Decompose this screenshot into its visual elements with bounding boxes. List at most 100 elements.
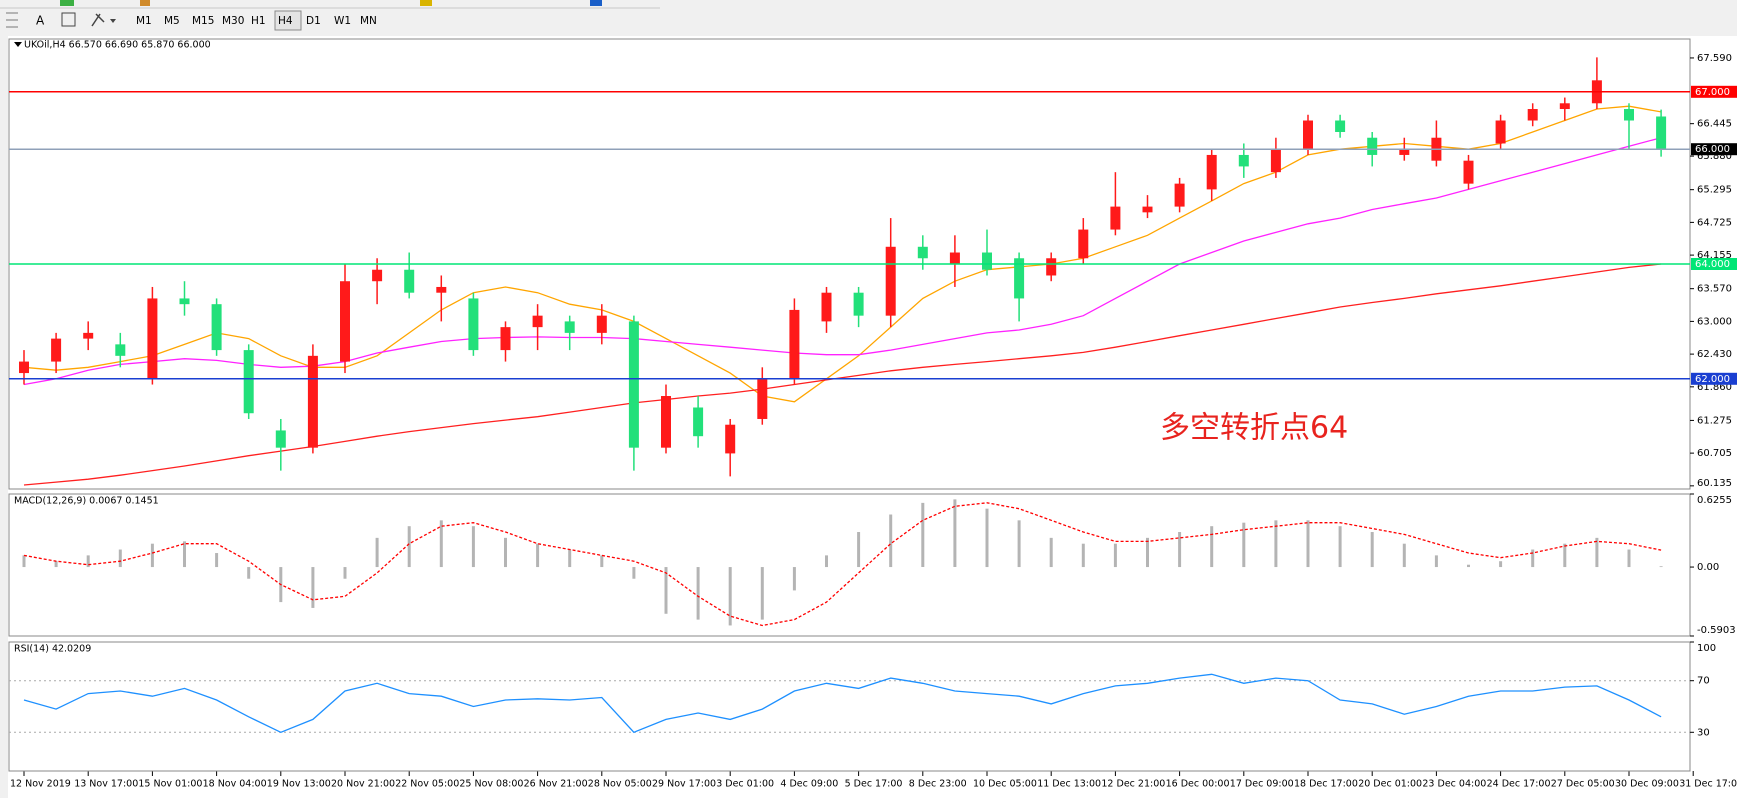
timeframe-button[interactable]: MN bbox=[360, 15, 377, 27]
candle-body bbox=[436, 286, 447, 293]
x-tick-label: 20 Nov 21:00 bbox=[331, 779, 395, 790]
candle-body bbox=[1046, 258, 1057, 276]
candle-body bbox=[1303, 120, 1313, 150]
y-tick-label: 30 bbox=[1697, 727, 1710, 738]
candle-body bbox=[564, 321, 575, 333]
candle-body bbox=[179, 298, 190, 305]
price-label: 67.000 bbox=[1695, 87, 1730, 98]
candle-body bbox=[243, 350, 254, 414]
x-tick-label: 29 Nov 17:00 bbox=[652, 779, 716, 790]
candle-body bbox=[1463, 160, 1474, 184]
candle-body bbox=[211, 304, 222, 351]
dropdown[interactable] bbox=[110, 19, 116, 23]
y-tick-label: 64.725 bbox=[1697, 217, 1732, 228]
candle-body bbox=[1335, 120, 1346, 132]
candle-body bbox=[725, 424, 736, 454]
candle-body bbox=[1174, 183, 1185, 207]
panel-frame bbox=[8, 493, 1691, 637]
candle-body bbox=[1110, 206, 1121, 230]
price-label: 64.000 bbox=[1695, 259, 1730, 270]
candle-body bbox=[853, 292, 864, 316]
candle-body bbox=[468, 298, 479, 351]
candle-body bbox=[1238, 154, 1249, 167]
panel-title: RSI(14) 42.0209 bbox=[14, 644, 91, 655]
candle-body bbox=[596, 315, 607, 333]
label-tool[interactable] bbox=[61, 12, 76, 27]
x-tick-label: 12 Nov 2019 bbox=[10, 779, 71, 790]
x-tick-label: 28 Nov 05:00 bbox=[588, 779, 652, 790]
x-tick-label: 25 Nov 08:00 bbox=[459, 779, 523, 790]
candle-body bbox=[275, 430, 286, 448]
moving-average bbox=[23, 105, 1662, 403]
y-tick-label: -0.5903 bbox=[1697, 625, 1736, 636]
timeframe-button[interactable]: H1 bbox=[251, 15, 266, 27]
timeframe-active bbox=[274, 10, 302, 31]
candle-body bbox=[693, 407, 704, 437]
candle-body bbox=[789, 309, 800, 379]
draw-tool[interactable] bbox=[91, 13, 105, 27]
toolbar-icon[interactable] bbox=[60, 0, 74, 6]
candle-body bbox=[1206, 154, 1217, 190]
chart-menu-arrow[interactable] bbox=[14, 42, 22, 47]
candle-body bbox=[19, 361, 29, 374]
toolbar-icon[interactable] bbox=[590, 0, 602, 6]
text-tool[interactable]: A bbox=[36, 14, 45, 28]
timeframe-bar: M1 M5 M15 M30 H1 H4 D1 W1 MN bbox=[136, 10, 377, 31]
timeframe-button[interactable]: W1 bbox=[334, 15, 351, 27]
x-tick-label: 4 Dec 09:00 bbox=[780, 779, 838, 790]
candle-body bbox=[340, 281, 350, 362]
candle-body bbox=[532, 315, 543, 328]
price-label-box bbox=[1691, 143, 1737, 156]
price-label: 62.000 bbox=[1695, 374, 1730, 385]
timeframe-button[interactable]: M1 bbox=[136, 15, 152, 27]
candle-body bbox=[51, 338, 62, 362]
x-tick-label: 3 Dec 01:00 bbox=[716, 779, 774, 790]
panel-title: MACD(12,26,9) 0.0067 0.1451 bbox=[14, 496, 159, 507]
x-tick-label: 18 Nov 04:00 bbox=[203, 779, 267, 790]
candle-body bbox=[821, 292, 832, 322]
timeframe-button[interactable]: M5 bbox=[164, 15, 180, 27]
panel-title: UKOil,H4 66.570 66.690 65.870 66.000 bbox=[24, 40, 211, 51]
x-tick-label: 15 Nov 01:00 bbox=[138, 779, 202, 790]
price-label-box bbox=[1691, 85, 1737, 98]
x-tick-label: 8 Dec 23:00 bbox=[909, 779, 967, 790]
candle-body bbox=[757, 378, 768, 419]
candle-body bbox=[917, 246, 928, 259]
timeframe-button[interactable]: M30 bbox=[222, 15, 244, 27]
candle-body bbox=[949, 252, 960, 264]
price-label-box bbox=[1691, 372, 1737, 385]
y-tick-label: 70 bbox=[1697, 676, 1710, 687]
x-tick-label: 31 Dec 17:00 bbox=[1679, 779, 1737, 790]
y-tick-label: 62.430 bbox=[1697, 349, 1732, 360]
x-tick-label: 30 Dec 09:00 bbox=[1615, 779, 1679, 790]
rsi-line bbox=[23, 673, 1662, 734]
x-tick-label: 13 Nov 17:00 bbox=[74, 779, 138, 790]
x-tick-label: 18 Dec 17:00 bbox=[1294, 779, 1358, 790]
candle-body bbox=[1078, 229, 1089, 259]
candle-body bbox=[307, 355, 318, 448]
timeframe-button[interactable]: M15 bbox=[192, 15, 214, 27]
y-tick-label: 63.570 bbox=[1697, 284, 1732, 295]
timeframe-button[interactable]: H4 bbox=[278, 15, 293, 27]
toolbar-icon[interactable] bbox=[140, 0, 150, 6]
candle-body bbox=[628, 321, 639, 448]
y-tick-label: 67.590 bbox=[1697, 53, 1732, 64]
x-tick-label: 23 Dec 04:00 bbox=[1422, 779, 1486, 790]
candle-body bbox=[1624, 109, 1634, 121]
y-tick-label: 60.135 bbox=[1697, 478, 1732, 489]
toolbar-icon[interactable] bbox=[420, 0, 432, 6]
x-tick-label: 26 Nov 21:00 bbox=[524, 779, 588, 790]
moving-average bbox=[23, 263, 1662, 486]
price-label: 66.000 bbox=[1695, 144, 1730, 155]
y-tick-label: 65.880 bbox=[1697, 151, 1732, 162]
candle-body bbox=[1270, 149, 1281, 173]
timeframe-button[interactable]: D1 bbox=[306, 15, 321, 27]
candle-body bbox=[147, 298, 158, 379]
x-tick-label: 17 Dec 09:00 bbox=[1230, 779, 1294, 790]
x-tick-label: 10 Dec 05:00 bbox=[973, 779, 1037, 790]
x-tick-label: 12 Dec 21:00 bbox=[1101, 779, 1165, 790]
chart-window bbox=[8, 36, 1737, 798]
candle-body bbox=[1527, 109, 1538, 121]
candle-body bbox=[1014, 258, 1025, 299]
